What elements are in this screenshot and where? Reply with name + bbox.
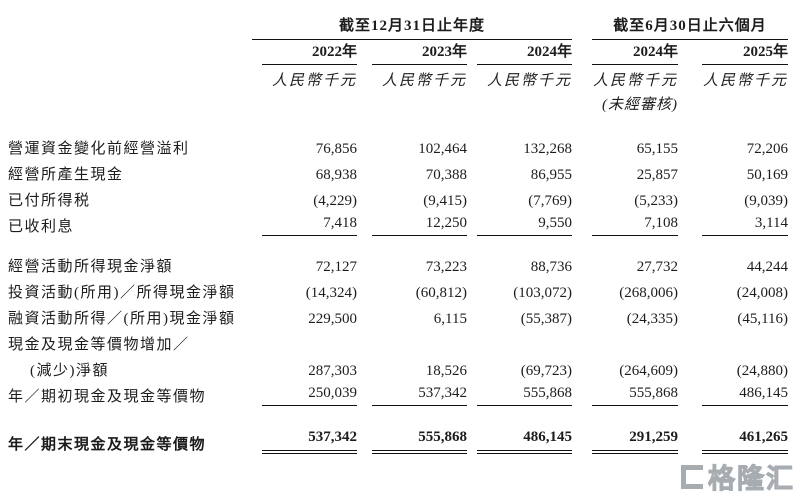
cell-value: (55,387) — [520, 311, 572, 327]
row-label: 已付所得税 — [8, 193, 91, 209]
cell-value: 250,039 — [262, 385, 357, 406]
watermark-logo-icon — [681, 464, 703, 489]
cell-value: 50,169 — [746, 167, 789, 183]
period-group-header-annual: 截至12月31日止年度 — [252, 14, 572, 40]
gelonghui-watermark: 格隆汇 — [681, 457, 795, 496]
cell-value: 44,244 — [746, 259, 789, 275]
period-group-header-interim: 截至6月30日止六個月 — [592, 14, 789, 40]
cell-value: (24,335) — [626, 311, 678, 327]
unaudited-note-row: (未經審核) — [0, 90, 788, 114]
cell-value: 6,115 — [433, 311, 467, 327]
table-row: 已收利息 7,418 12,250 9,550 7,108 3,114 — [0, 210, 789, 236]
cell-value: 73,223 — [425, 259, 467, 275]
cell-value: 461,265 — [702, 429, 789, 454]
row-label: 現金及現金等價物增加／ — [8, 337, 190, 353]
cell-value: 7,108 — [592, 215, 678, 236]
cell-value: 287,303 — [308, 363, 357, 379]
cell-value: 537,342 — [262, 429, 357, 454]
table-row: 年／期初現金及現金等價物 250,039 537,342 555,868 555… — [0, 380, 789, 406]
cell-value: 555,868 — [372, 429, 467, 454]
cell-value: 27,732 — [636, 259, 678, 275]
year-header-2024-interim: 2024年 — [592, 40, 678, 65]
year-header-2022: 2022年 — [262, 40, 357, 65]
table-row: 經營活動所得現金淨額 72,127 73,223 88,736 27,732 4… — [0, 250, 788, 276]
table-row: 現金及現金等價物增加／ — [0, 328, 788, 354]
row-label: 經營所產生現金 — [8, 167, 124, 183]
unit-row: 人民幣千元 人民幣千元 人民幣千元 人民幣千元 人民幣千元 — [0, 65, 788, 90]
cell-value: 65,155 — [636, 141, 678, 157]
cell-value: 291,259 — [592, 429, 678, 454]
cell-value: 229,500 — [308, 311, 357, 327]
cell-value: 3,114 — [702, 215, 789, 236]
row-label: (減少)淨額 — [30, 363, 109, 379]
cell-value: 7,418 — [262, 215, 357, 236]
cell-value: (45,116) — [737, 311, 789, 327]
cell-value: (9,039) — [744, 193, 789, 209]
cell-value: 12,250 — [372, 215, 467, 236]
cell-value: (7,769) — [528, 193, 572, 209]
cell-value: 72,206 — [746, 141, 789, 157]
year-header-2024: 2024年 — [477, 40, 572, 65]
year-header-2025-interim: 2025年 — [702, 40, 789, 65]
cashflow-summary-table: 截至12月31日止年度 截至6月30日止六個月 2022年 2023年 2024… — [0, 8, 789, 454]
row-label: 投資活動(所用)／所得現金淨額 — [8, 285, 236, 301]
cell-value: 76,856 — [315, 141, 357, 157]
cell-value: (4,229) — [313, 193, 357, 209]
cell-value: 555,868 — [477, 385, 572, 406]
cell-value: 18,526 — [425, 363, 467, 379]
watermark-text: 格隆汇 — [708, 464, 795, 495]
row-label: 已收利息 — [8, 219, 75, 235]
unit-label: 人民幣千元 — [592, 73, 678, 89]
cell-value: 9,550 — [477, 215, 572, 236]
cell-value: 88,736 — [530, 259, 572, 275]
cell-value: 70,388 — [425, 167, 467, 183]
cell-value: (103,072) — [513, 285, 572, 301]
cell-value: 86,955 — [530, 167, 572, 183]
unaudited-note: (未經審核) — [602, 97, 678, 113]
row-label: 年／期初現金及現金等價物 — [8, 389, 207, 405]
unit-label: 人民幣千元 — [381, 73, 467, 89]
table-row: 融資活動所得／(所用)現金淨額 229,500 6,115 (55,387) (… — [0, 302, 788, 328]
table-row: 投資活動(所用)／所得現金淨額 (14,324) (60,812) (103,0… — [0, 276, 788, 302]
cell-value: 537,342 — [372, 385, 467, 406]
cell-value: (69,723) — [520, 363, 572, 379]
table-row: 經營所產生現金 68,938 70,388 86,955 25,857 50,1… — [0, 158, 788, 184]
cell-value: (268,006) — [619, 285, 678, 301]
period-group-header-row: 截至12月31日止年度 截至6月30日止六個月 — [0, 8, 789, 40]
cell-value: (14,324) — [305, 285, 357, 301]
unit-label: 人民幣千元 — [271, 73, 357, 89]
year-header-row: 2022年 2023年 2024年 2024年 2025年 — [0, 40, 789, 65]
table-row-total: 年／期末現金及現金等價物 537,342 555,868 486,145 291… — [0, 422, 789, 454]
table-row: (減少)淨額 287,303 18,526 (69,723) (264,609)… — [0, 354, 788, 380]
row-label: 經營活動所得現金淨額 — [8, 259, 174, 275]
row-label: 營運資金變化前經營溢利 — [8, 141, 190, 157]
cell-value: 68,938 — [315, 167, 357, 183]
cell-value: (9,415) — [423, 193, 467, 209]
cell-value: 25,857 — [636, 167, 678, 183]
cell-value: 486,145 — [702, 385, 789, 406]
cell-value: 132,268 — [523, 141, 572, 157]
table-row: 營運資金變化前經營溢利 76,856 102,464 132,268 65,15… — [0, 132, 788, 158]
table-row: 已付所得税 (4,229) (9,415) (7,769) (5,233) (9… — [0, 184, 788, 210]
unit-label: 人民幣千元 — [703, 73, 789, 89]
cell-value: (24,880) — [736, 363, 789, 379]
unit-label: 人民幣千元 — [486, 73, 572, 89]
cell-value: (60,812) — [415, 285, 467, 301]
cell-value: 72,127 — [315, 259, 357, 275]
cell-value: (24,008) — [736, 285, 789, 301]
cell-value: 555,868 — [592, 385, 678, 406]
cell-value: (5,233) — [634, 193, 678, 209]
cell-value: 102,464 — [418, 141, 467, 157]
cell-value: 486,145 — [477, 429, 572, 454]
year-header-2023: 2023年 — [372, 40, 467, 65]
cell-value: (264,609) — [619, 363, 678, 379]
document-page: { "table": { "groups": [ { "title": "截至1… — [0, 8, 797, 495]
row-label: 融資活動所得／(所用)現金淨額 — [8, 311, 236, 327]
row-label: 年／期末現金及現金等價物 — [8, 437, 207, 453]
